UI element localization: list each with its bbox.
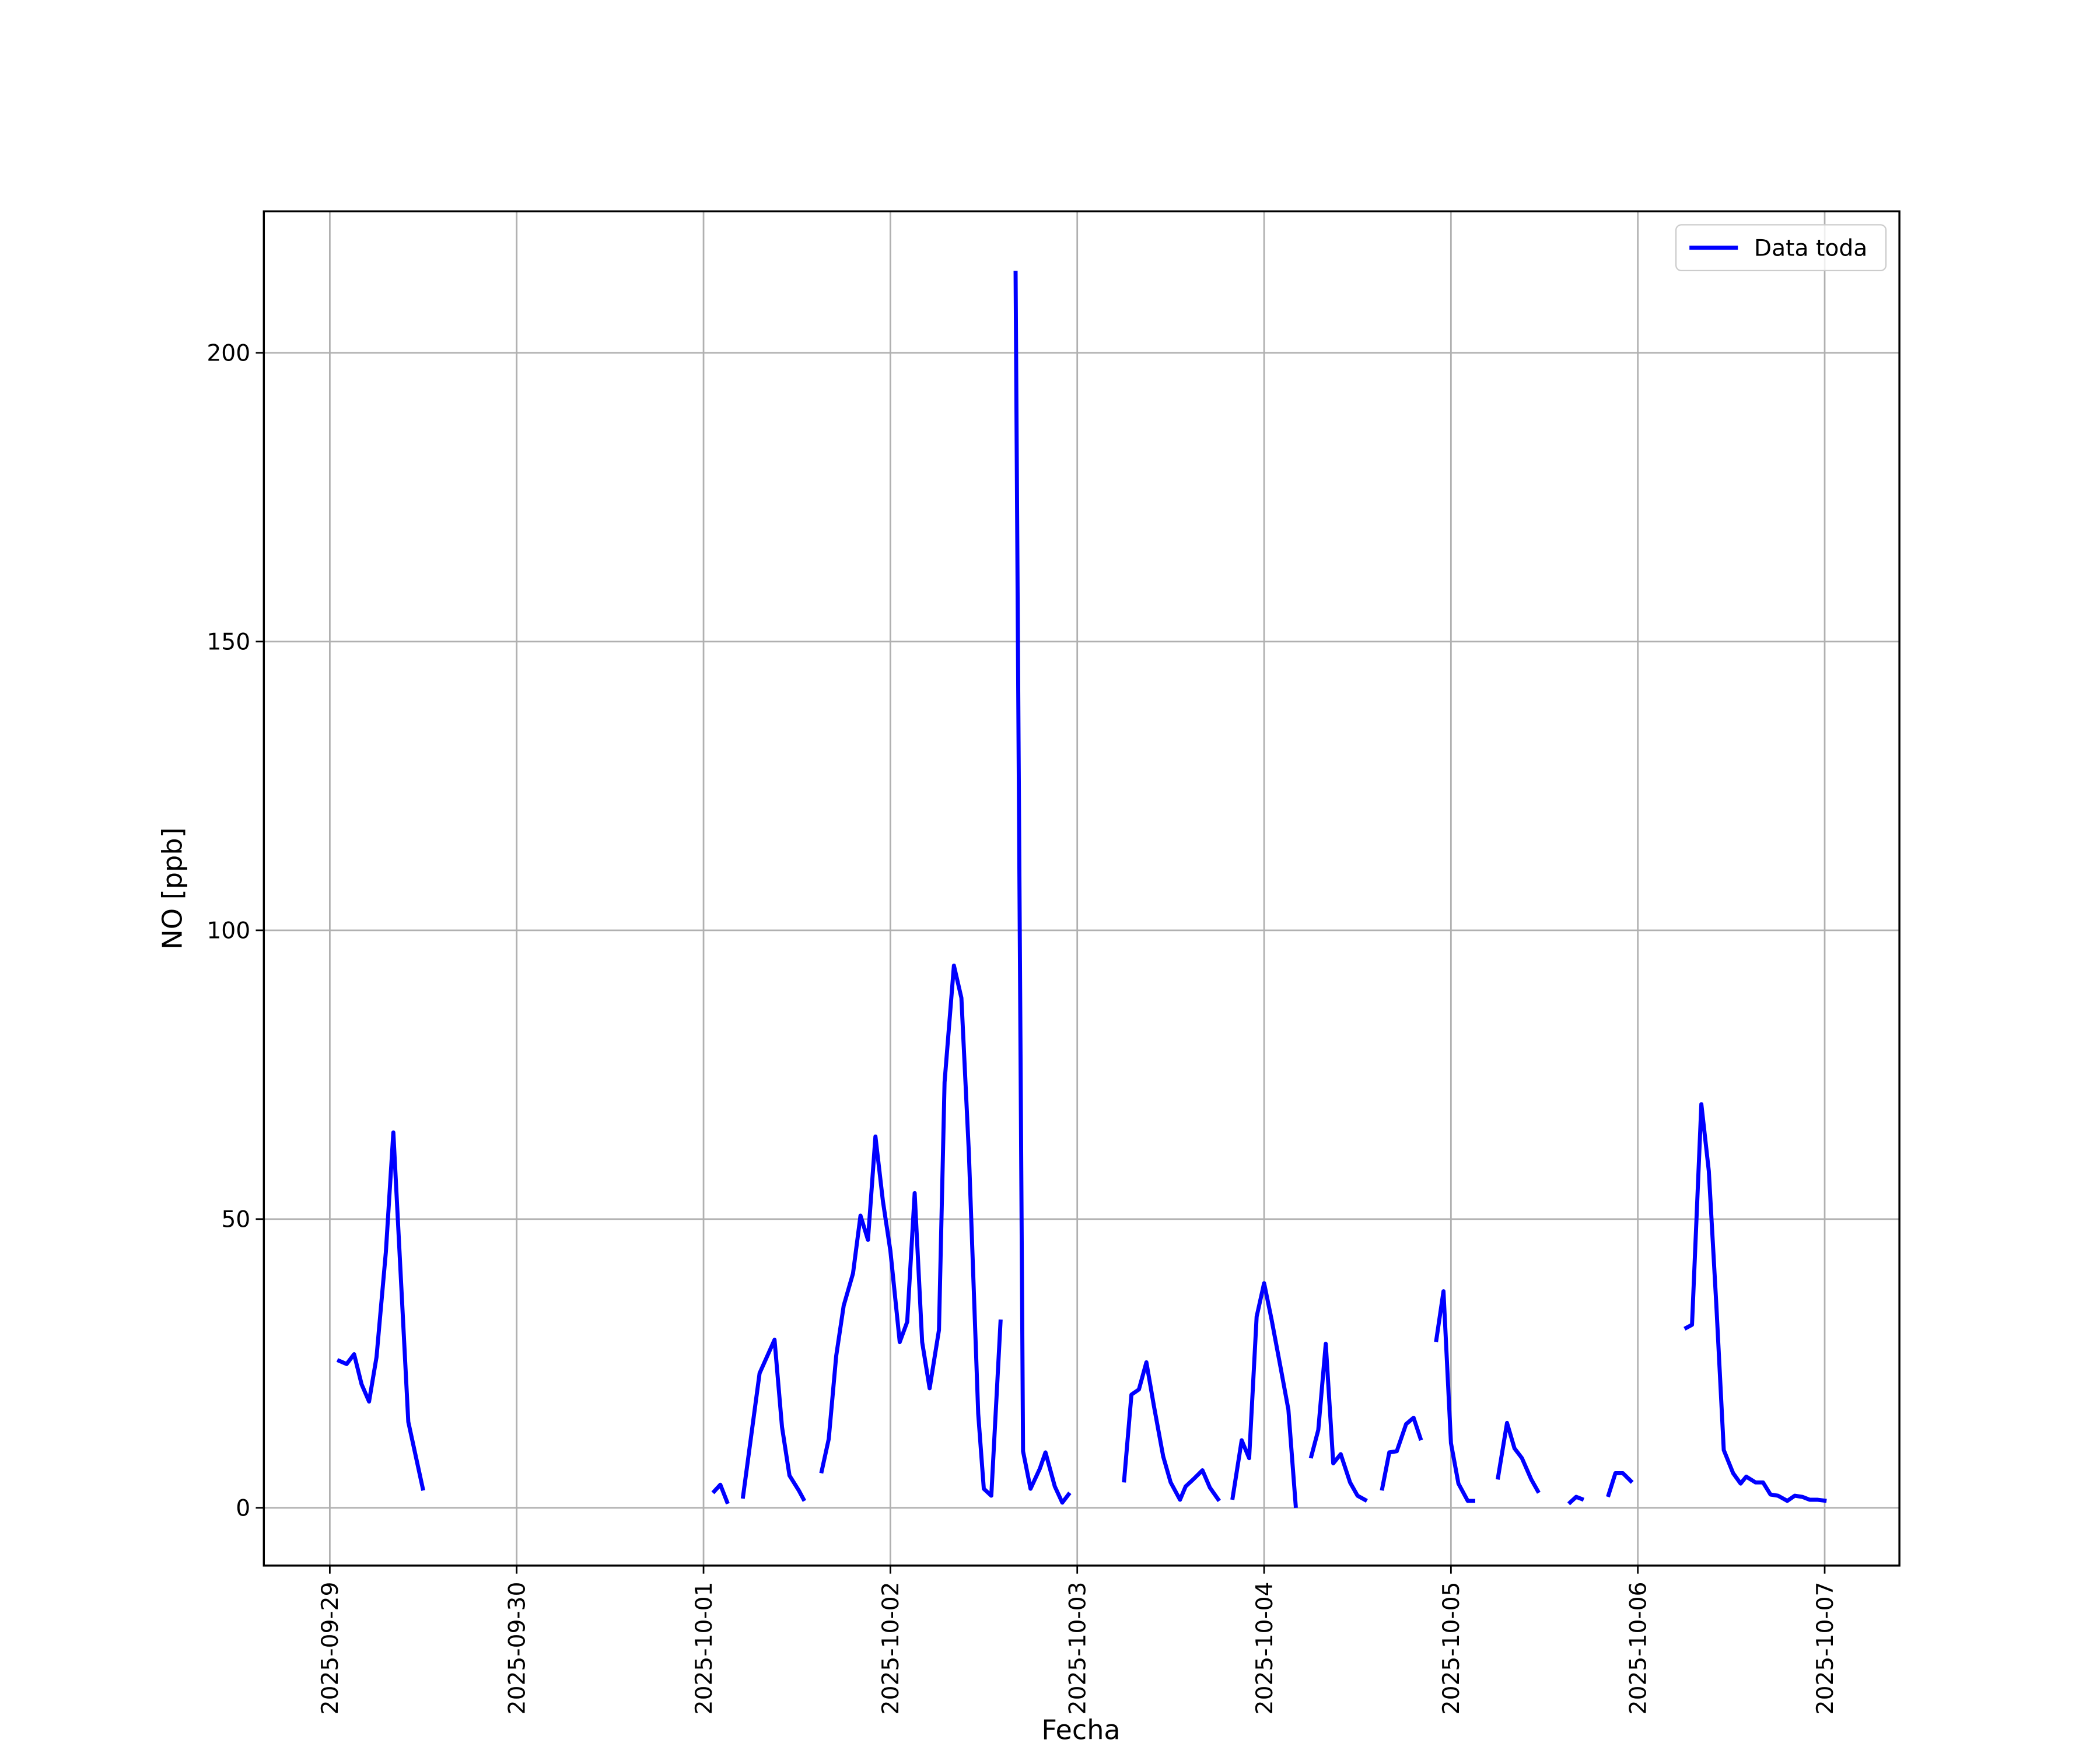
legend-label: Data toda [1754, 235, 1867, 261]
x-tick-label: 2025-10-07 [1812, 1582, 1839, 1715]
x-tick-label: 2025-10-06 [1626, 1582, 1652, 1715]
grid [264, 211, 1900, 1566]
x-tick-label: 2025-10-01 [691, 1582, 718, 1715]
ticks: 0 50 100 150 200 2025-09-29 2025-09-30 2025-10-… [206, 341, 1838, 1715]
axes-frame [262, 210, 1901, 1567]
y-tick-label: 50 [221, 1207, 250, 1233]
y-tick-label: 150 [206, 629, 250, 656]
x-axis-label: Fecha [1041, 1714, 1120, 1746]
legend: Data toda [1675, 224, 1887, 271]
y-tick-label: 200 [206, 341, 250, 367]
x-tick-label: 2025-09-29 [317, 1582, 344, 1715]
x-tick-label: 2025-10-05 [1438, 1582, 1465, 1715]
x-tick-label: 2025-10-03 [1065, 1582, 1091, 1715]
x-tick-label: 2025-10-02 [878, 1582, 904, 1715]
legend-box [1675, 224, 1887, 271]
x-tick-label: 2025-10-04 [1252, 1582, 1278, 1715]
y-axis-label: NO [ppb] [157, 827, 188, 949]
y-tick-label: 0 [236, 1496, 250, 1522]
plot-area [336, 271, 1827, 1508]
y-tick-label: 100 [206, 918, 250, 944]
x-tick-label: 2025-09-30 [505, 1582, 531, 1715]
data-line [336, 271, 1827, 1508]
